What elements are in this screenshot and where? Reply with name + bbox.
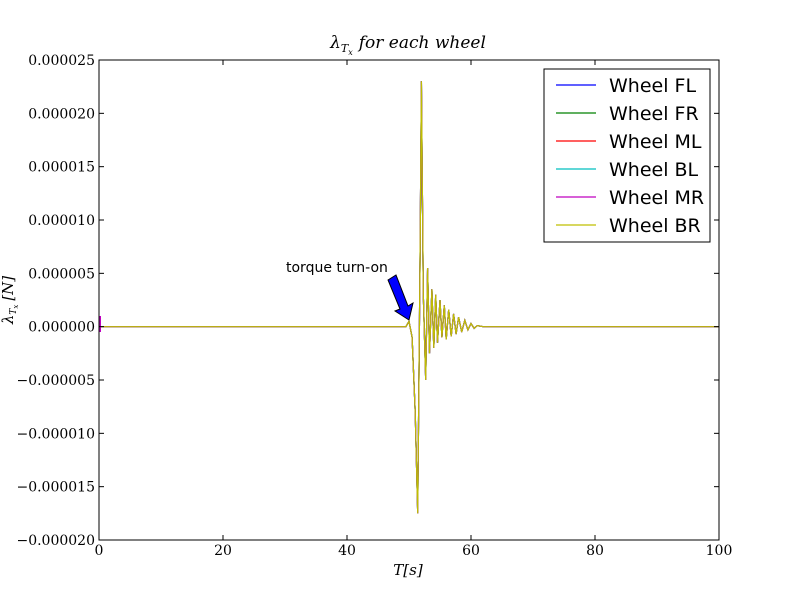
y-tick-label: −0.000005	[16, 373, 95, 389]
y-tick-label: 0.000000	[28, 320, 95, 336]
legend-label: Wheel BR	[609, 215, 701, 237]
legend-label: Wheel MR	[609, 187, 704, 209]
legend-label: Wheel BL	[609, 159, 699, 181]
x-tick-label: 100	[706, 543, 733, 559]
y-tick-label: 0.000010	[28, 213, 95, 229]
annotation-arrow	[387, 274, 414, 321]
x-tick-label: 40	[338, 543, 356, 559]
annotation: torque turn-on	[286, 260, 414, 321]
y-tick-label: 0.000020	[28, 106, 95, 122]
legend-box	[543, 68, 711, 243]
legend: Wheel FL Wheel FR Wheel ML Wheel BL Wheel MR…	[543, 68, 711, 243]
legend-label: Wheel FL	[609, 75, 696, 97]
svg-text:T[s]: T[s]	[393, 561, 423, 579]
series-layer	[99, 81, 719, 514]
svg-text:torque turn-on: torque turn-on	[286, 260, 388, 276]
legend-label: Wheel FR	[609, 103, 699, 125]
y-axis-title: λTx[N]	[0, 276, 20, 325]
y-tick-label: 0.000025	[28, 53, 95, 69]
chart-title: λTx for each wheel	[329, 33, 486, 57]
svg-text:λTx[N]: λTx[N]	[0, 276, 20, 325]
y-tick-label: 0.000005	[28, 266, 95, 282]
y-tick-label: −0.000015	[16, 480, 95, 496]
tick-layer: 0 20 40 60 80 100 0.000025 0.000020 0.000015 0.00…	[16, 53, 732, 559]
x-axis-title: T[s]	[393, 561, 423, 579]
legend-label: Wheel ML	[609, 131, 702, 153]
y-tick-label: −0.000010	[16, 426, 95, 442]
x-tick-label: 20	[214, 543, 232, 559]
x-tick-label: 0	[95, 543, 104, 559]
series-line-wheel-br	[99, 81, 719, 514]
y-tick-label: 0.000015	[28, 160, 95, 176]
x-tick-label: 80	[586, 543, 604, 559]
x-tick-label: 60	[462, 543, 480, 559]
y-tick-label: −0.000020	[16, 533, 95, 549]
plot-frame	[98, 59, 720, 541]
